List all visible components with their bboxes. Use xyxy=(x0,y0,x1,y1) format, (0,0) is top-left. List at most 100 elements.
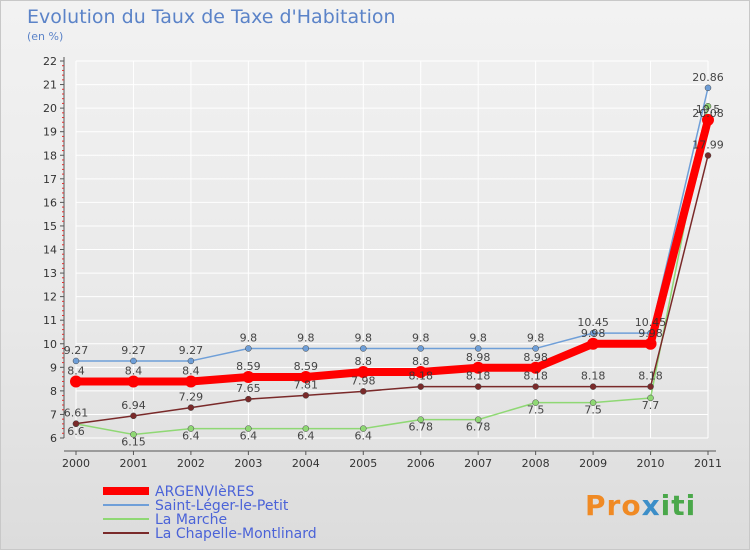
data-label: 8.98 xyxy=(466,351,491,364)
y-tick-label: 16 xyxy=(43,196,57,209)
legend-label: Saint-Léger-le-Petit xyxy=(155,498,289,514)
data-point xyxy=(130,357,137,365)
data-label: 9.98 xyxy=(638,327,663,340)
data-point xyxy=(187,357,195,365)
data-point xyxy=(474,345,482,352)
data-label: 7.81 xyxy=(294,378,319,391)
data-label: 6.15 xyxy=(121,435,146,448)
x-tick-label: 2003 xyxy=(234,457,262,470)
x-tick-label: 2010 xyxy=(637,457,665,470)
data-label: 6.78 xyxy=(466,421,491,434)
data-point xyxy=(589,329,597,337)
data-point xyxy=(130,412,137,420)
data-point xyxy=(70,375,82,388)
data-label: 9.8 xyxy=(355,331,373,344)
data-point xyxy=(704,102,712,110)
data-point xyxy=(302,425,310,432)
data-point xyxy=(589,383,597,390)
data-label: 10.45 xyxy=(635,316,667,329)
data-point xyxy=(702,113,714,126)
data-point xyxy=(245,345,252,352)
data-label: 7.65 xyxy=(236,382,261,395)
data-label: 6.4 xyxy=(182,430,200,443)
x-tick-label: 2011 xyxy=(694,457,722,470)
data-point xyxy=(187,404,195,411)
legend-label: ARGENVIèRES xyxy=(155,484,254,500)
data-label: 6.6 xyxy=(67,425,85,438)
series-line xyxy=(75,87,709,362)
data-point xyxy=(647,383,654,390)
data-point xyxy=(302,345,310,352)
y-tick-label: 19 xyxy=(43,126,57,139)
data-point xyxy=(299,370,312,383)
data-point xyxy=(532,383,539,390)
data-point xyxy=(417,416,424,423)
y-tick-label: 22 xyxy=(43,55,57,68)
chart-title: Evolution du Taux de Taxe d'Habitation xyxy=(27,6,396,28)
x-tick-label: 2004 xyxy=(292,457,320,470)
y-tick-label: 9 xyxy=(50,361,57,374)
data-point xyxy=(187,425,195,432)
data-point xyxy=(417,345,424,352)
data-point xyxy=(245,395,252,403)
x-tick-label: 2007 xyxy=(464,457,492,470)
data-label: 10.45 xyxy=(577,316,609,329)
y-tick-label: 7 xyxy=(50,408,57,421)
data-label: 9.8 xyxy=(297,331,315,344)
data-label: 17.99 xyxy=(692,138,724,151)
data-label: 6.4 xyxy=(355,430,373,443)
data-point xyxy=(127,375,140,388)
x-tick-label: 2006 xyxy=(407,457,435,470)
data-label: 8.4 xyxy=(67,364,85,377)
data-label: 8.8 xyxy=(355,355,373,368)
data-point xyxy=(245,425,252,432)
data-point xyxy=(644,337,657,350)
data-label: 8.59 xyxy=(236,360,261,373)
data-point xyxy=(130,431,137,438)
data-point xyxy=(184,375,197,388)
data-label: 9.27 xyxy=(179,344,204,357)
data-label: 7.5 xyxy=(584,404,602,417)
y-tick-label: 17 xyxy=(43,173,57,186)
data-label: 8.18 xyxy=(638,370,663,383)
y-tick-label: 14 xyxy=(43,244,57,257)
data-point xyxy=(360,388,367,395)
data-point xyxy=(414,366,427,379)
data-label: 8.18 xyxy=(408,370,433,383)
data-label: 20.86 xyxy=(692,71,724,84)
x-tick-label: 2005 xyxy=(349,457,377,470)
data-label: 8.8 xyxy=(412,355,430,368)
data-point xyxy=(532,399,539,406)
data-label: 8.59 xyxy=(294,360,319,373)
data-point xyxy=(72,420,80,427)
data-point xyxy=(529,361,542,374)
data-label: 20.08 xyxy=(692,107,724,120)
legend-label: La Chapelle-Montlinard xyxy=(155,526,317,542)
legend-label: La Marche xyxy=(155,512,227,528)
data-label: 9.8 xyxy=(469,331,487,344)
series-line xyxy=(75,154,709,425)
data-label: 8.18 xyxy=(466,370,491,383)
data-label: 9.8 xyxy=(412,331,430,344)
data-point xyxy=(474,416,482,423)
x-tick-label: 2001 xyxy=(119,457,147,470)
data-label: 8.18 xyxy=(581,370,606,383)
y-tick-label: 15 xyxy=(43,220,57,233)
y-tick-label: 21 xyxy=(43,79,57,92)
data-label: 9.27 xyxy=(121,344,146,357)
data-point xyxy=(302,392,310,399)
data-label: 6.61 xyxy=(64,407,89,420)
data-point xyxy=(360,345,367,352)
x-tick-label: 2002 xyxy=(177,457,205,470)
data-label: 6.4 xyxy=(297,430,315,443)
data-point xyxy=(704,84,712,92)
data-label: 7.29 xyxy=(179,391,204,404)
data-label: 9.8 xyxy=(240,331,258,344)
data-point xyxy=(704,152,712,159)
proxiti-logo: Proxiti xyxy=(585,489,697,522)
data-label: 7.5 xyxy=(527,404,545,417)
data-point xyxy=(417,383,424,390)
data-label: 7.7 xyxy=(642,399,660,412)
